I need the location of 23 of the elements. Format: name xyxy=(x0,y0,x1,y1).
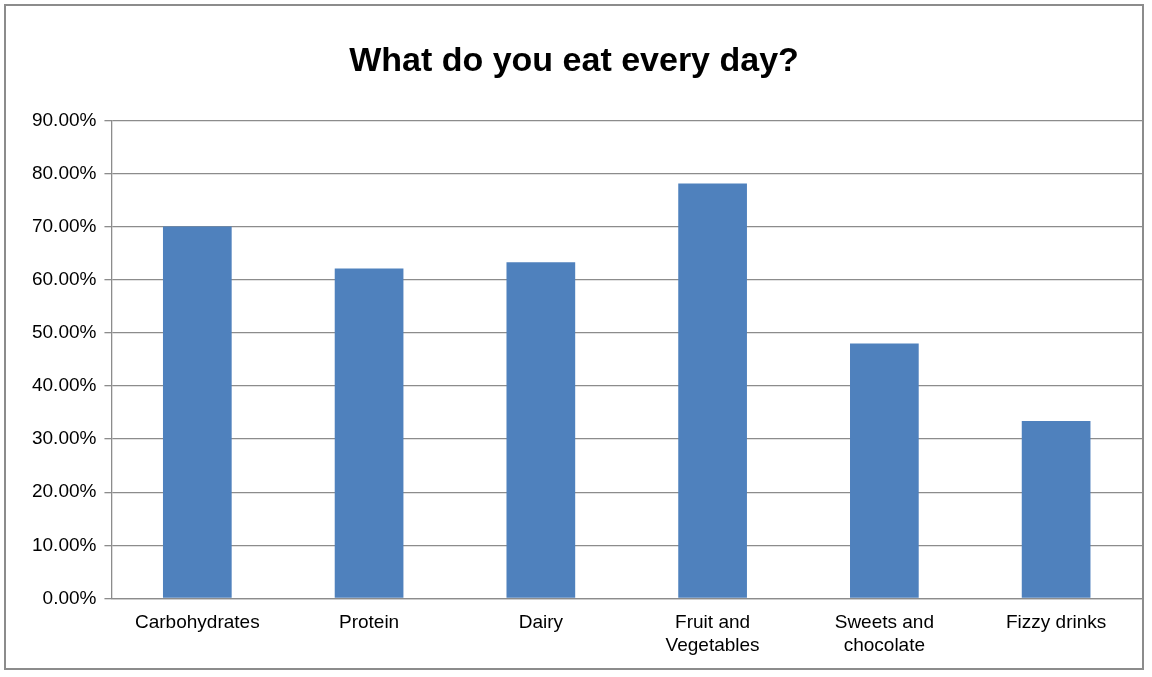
bar xyxy=(1021,421,1091,598)
y-tick-label: 30.00% xyxy=(31,427,97,449)
bar xyxy=(506,262,576,598)
x-tick-label: Dairy xyxy=(518,611,564,633)
x-tick-label: Sweets and chocolate xyxy=(834,611,935,655)
x-tick-label: Fruit and Vegetables xyxy=(665,611,760,655)
x-tick-label: Fizzy drinks xyxy=(1005,611,1107,633)
y-tick-label: 40.00% xyxy=(31,374,97,396)
bar xyxy=(162,226,232,598)
x-tick-label: Protein xyxy=(338,611,400,633)
y-tick-label: 0.00% xyxy=(42,586,97,608)
x-tick-label: Carbohydrates xyxy=(135,611,260,633)
y-tick-label: 90.00% xyxy=(31,108,97,130)
y-tick-label: 80.00% xyxy=(31,161,97,183)
chart-title: What do you eat every day? xyxy=(348,40,800,79)
bar xyxy=(850,343,919,598)
y-tick-label: 10.00% xyxy=(31,533,97,555)
bar xyxy=(678,183,747,598)
bar xyxy=(334,268,404,598)
y-tick-label: 70.00% xyxy=(31,214,97,236)
y-tick-label: 50.00% xyxy=(31,321,97,343)
y-tick-label: 60.00% xyxy=(31,267,97,289)
y-tick-label: 20.00% xyxy=(31,480,97,502)
